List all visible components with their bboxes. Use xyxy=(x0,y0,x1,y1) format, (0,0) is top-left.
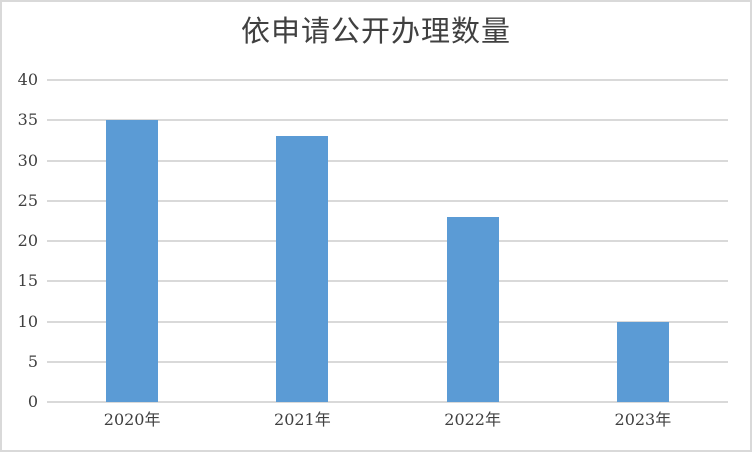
y-tick-label: 35 xyxy=(17,110,38,130)
bar-2021年 xyxy=(276,136,329,402)
y-tick-label: 0 xyxy=(27,392,38,411)
gridline xyxy=(47,360,728,363)
bar-2022年 xyxy=(446,216,499,402)
plot-area xyxy=(47,79,728,403)
y-tick-label: 25 xyxy=(17,190,38,210)
gridline xyxy=(47,159,728,162)
bar-2023年 xyxy=(616,321,669,402)
gridline xyxy=(47,320,728,323)
gridline xyxy=(47,119,728,122)
gridline xyxy=(47,280,728,283)
x-tick-label: 2020年 xyxy=(103,410,161,429)
gridline xyxy=(47,199,728,202)
y-tick-label: 15 xyxy=(17,271,38,291)
chart-title: 依申请公开办理数量 xyxy=(240,14,511,48)
gridline xyxy=(47,240,728,242)
gridline xyxy=(47,79,728,81)
x-tick-label: 2021年 xyxy=(274,410,331,429)
y-tick-label: 30 xyxy=(17,150,38,170)
y-tick-label: 10 xyxy=(17,311,38,331)
y-tick-label: 20 xyxy=(17,231,38,250)
x-tick-label: 2023年 xyxy=(614,410,672,429)
bar-2020年 xyxy=(106,120,159,402)
y-tick-label: 5 xyxy=(27,351,38,371)
x-tick-label: 2022年 xyxy=(444,410,501,429)
y-tick-label: 40 xyxy=(17,70,38,89)
x-axis-line xyxy=(47,401,728,403)
